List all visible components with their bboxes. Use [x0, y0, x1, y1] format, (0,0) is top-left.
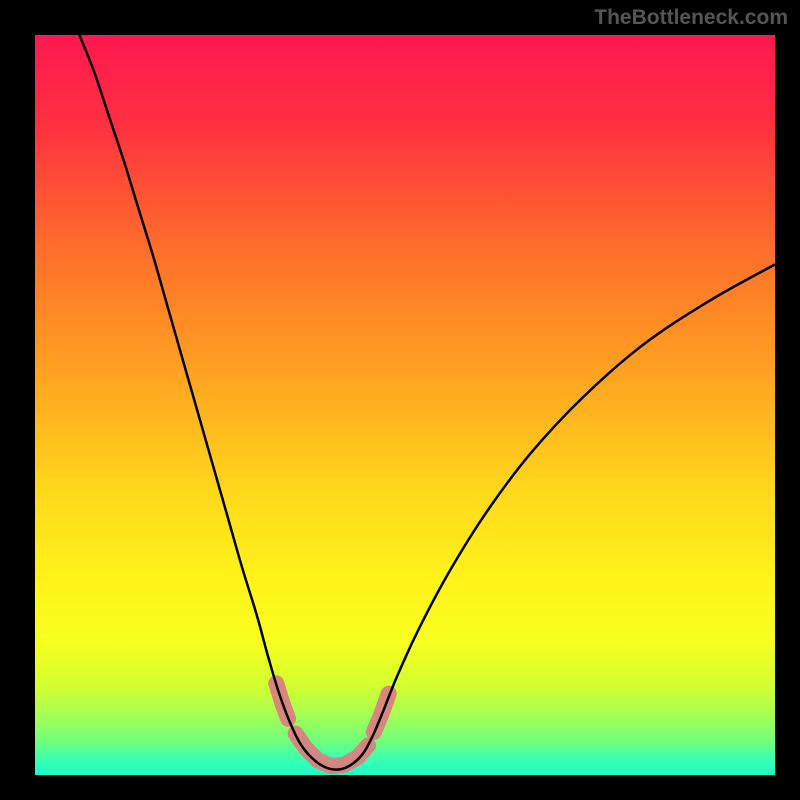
- bottleneck-curve: [79, 35, 775, 770]
- watermark-text: TheBottleneck.com: [594, 6, 788, 30]
- chart-curve-layer: [35, 35, 775, 775]
- chart-plot-area: [35, 35, 775, 775]
